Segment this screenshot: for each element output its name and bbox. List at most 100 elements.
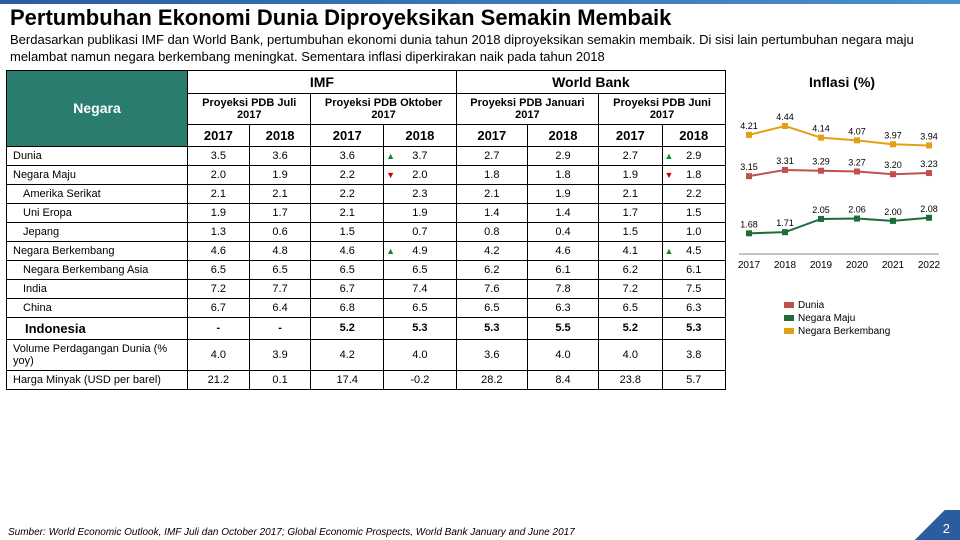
chart-value-label: 3.23 — [920, 159, 938, 169]
chart-value-label: 3.20 — [884, 160, 902, 170]
arrow-down-icon: ▼ — [386, 170, 395, 180]
data-cell: 2.1 — [188, 184, 250, 203]
data-cell: 7.2 — [599, 279, 662, 298]
data-cell: 6.5 — [384, 298, 457, 317]
hdr-year: 2018 — [249, 124, 311, 146]
data-cell: 5.2 — [311, 317, 384, 339]
chart-marker — [818, 135, 824, 141]
data-cell: 6.2 — [599, 260, 662, 279]
data-cell: 4.5▲ — [662, 241, 725, 260]
data-cell: 0.7 — [384, 222, 457, 241]
legend-swatch — [784, 302, 794, 308]
page-number: 2 — [943, 521, 950, 536]
data-cell: 2.1 — [249, 184, 311, 203]
page-title: Pertumbuhan Ekonomi Dunia Diproyeksikan … — [0, 4, 960, 30]
chart-value-label: 4.44 — [776, 112, 794, 122]
chart-marker — [746, 173, 752, 179]
data-cell: - — [249, 317, 311, 339]
row-label: Negara Berkembang Asia — [7, 260, 188, 279]
data-cell: 2.2 — [311, 165, 384, 184]
chart-value-label: 3.94 — [920, 131, 938, 141]
data-cell: 3.6 — [456, 339, 527, 370]
data-cell: 6.7 — [311, 279, 384, 298]
chart-marker — [782, 123, 788, 129]
chart-marker — [854, 216, 860, 222]
data-cell: 7.4 — [384, 279, 457, 298]
chart-x-label: 2019 — [810, 260, 833, 271]
chart-value-label: 2.06 — [848, 205, 866, 215]
data-cell: 1.5 — [311, 222, 384, 241]
data-cell: 1.9 — [527, 184, 598, 203]
data-cell: 1.9 — [599, 165, 662, 184]
data-cell: 1.9 — [249, 165, 311, 184]
legend-item: Negara Maju — [784, 313, 950, 324]
data-cell: 0.8 — [456, 222, 527, 241]
chart-value-label: 3.27 — [848, 157, 866, 167]
data-cell: 5.2 — [599, 317, 662, 339]
data-cell: 3.5 — [188, 146, 250, 165]
arrow-up-icon: ▲ — [386, 246, 395, 256]
data-cell: 1.9 — [384, 203, 457, 222]
row-label: China — [7, 298, 188, 317]
data-cell: 6.3 — [527, 298, 598, 317]
data-cell: 6.5 — [249, 260, 311, 279]
chart-legend: DuniaNegara MajuNegara Berkembang — [734, 300, 950, 337]
chart-value-label: 4.07 — [848, 126, 866, 136]
legend-label: Negara Maju — [798, 313, 855, 324]
chart-value-label: 2.08 — [920, 204, 938, 214]
data-cell: 3.6 — [249, 146, 311, 165]
row-label: Dunia — [7, 146, 188, 165]
data-cell: 7.2 — [188, 279, 250, 298]
chart-marker — [854, 168, 860, 174]
chart-marker — [818, 216, 824, 222]
chart-marker — [782, 167, 788, 173]
projection-table: Negara IMF World Bank Proyeksi PDB Juli … — [6, 70, 726, 390]
data-cell: 7.6 — [456, 279, 527, 298]
data-cell: 4.2 — [311, 339, 384, 370]
legend-label: Dunia — [798, 300, 824, 311]
data-cell: 6.5 — [599, 298, 662, 317]
row-label: Negara Berkembang — [7, 241, 188, 260]
chart-marker — [926, 215, 932, 221]
data-cell: 7.7 — [249, 279, 311, 298]
chart-title: Inflasi (%) — [734, 74, 950, 90]
data-cell: 2.1 — [311, 203, 384, 222]
data-cell: 0.1 — [249, 370, 311, 389]
data-cell: - — [188, 317, 250, 339]
chart-value-label: 3.97 — [884, 130, 902, 140]
data-cell: 2.7 — [456, 146, 527, 165]
chart-x-label: 2020 — [846, 260, 869, 271]
data-cell: 1.7 — [249, 203, 311, 222]
data-cell: 6.5 — [311, 260, 384, 279]
content-area: Negara IMF World Bank Proyeksi PDB Juli … — [0, 70, 960, 390]
data-cell: 1.4 — [527, 203, 598, 222]
corner-triangle — [900, 510, 960, 540]
data-cell: 6.5 — [188, 260, 250, 279]
chart-x-label: 2017 — [738, 260, 761, 271]
row-label: Volume Perdagangan Dunia (% yoy) — [7, 339, 188, 370]
chart-line — [749, 126, 929, 145]
chart-marker — [890, 141, 896, 147]
chart-value-label: 1.68 — [740, 219, 758, 229]
data-cell: 7.5 — [662, 279, 725, 298]
legend-item: Dunia — [784, 300, 950, 311]
hdr-imf-juli: Proyeksi PDB Juli 2017 — [188, 93, 311, 124]
data-cell: 2.9▲ — [662, 146, 725, 165]
hdr-negara: Negara — [7, 70, 188, 146]
data-cell: 3.7▲ — [384, 146, 457, 165]
hdr-year: 2017 — [456, 124, 527, 146]
data-table-wrap: Negara IMF World Bank Proyeksi PDB Juli … — [6, 70, 726, 390]
data-cell: 3.8 — [662, 339, 725, 370]
data-cell: 0.6 — [249, 222, 311, 241]
data-cell: 1.5 — [662, 203, 725, 222]
chart-marker — [890, 171, 896, 177]
data-cell: 4.6 — [527, 241, 598, 260]
data-cell: 6.1 — [527, 260, 598, 279]
data-cell: 2.1 — [599, 184, 662, 203]
data-cell: 6.5 — [456, 298, 527, 317]
data-cell: 0.4 — [527, 222, 598, 241]
chart-marker — [854, 137, 860, 143]
data-cell: 1.3 — [188, 222, 250, 241]
data-cell: 1.8▼ — [662, 165, 725, 184]
chart-x-label: 2021 — [882, 260, 905, 271]
